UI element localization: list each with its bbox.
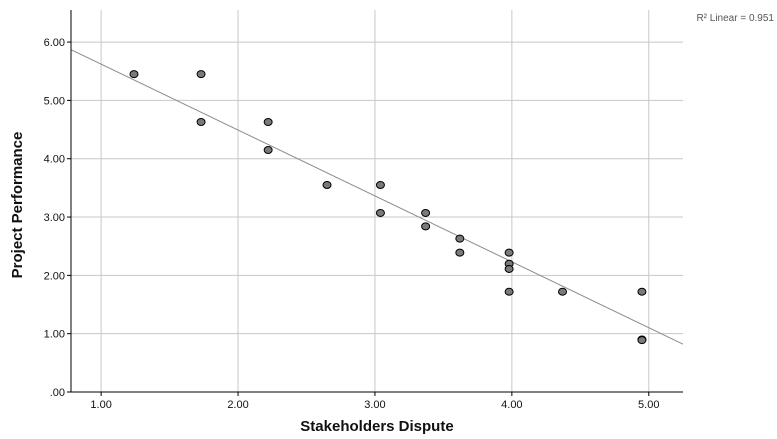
data-point — [322, 180, 332, 189]
data-point — [263, 117, 273, 126]
linear-fit-line — [70, 49, 684, 345]
data-points — [129, 70, 647, 345]
data-point — [375, 208, 385, 217]
y-tick-label: 6.00 — [44, 37, 65, 49]
data-point — [637, 287, 647, 296]
x-tick-label: 5.00 — [638, 399, 659, 411]
data-point — [504, 287, 514, 296]
y-tick-label: 1.00 — [44, 329, 65, 341]
y-tick-label: 3.00 — [44, 212, 65, 224]
x-tick-label: 1.00 — [90, 399, 111, 411]
x-tick-label: 2.00 — [227, 399, 248, 411]
data-point — [558, 287, 568, 296]
data-point — [421, 222, 431, 231]
fit-line-layer — [70, 49, 684, 345]
x-axis-title: Stakeholders Dispute — [300, 418, 453, 435]
data-point — [455, 234, 465, 243]
y-tick-label: 5.00 — [44, 95, 65, 107]
x-tick-label: 3.00 — [364, 399, 385, 411]
data-point — [196, 70, 206, 79]
data-point — [504, 264, 514, 273]
axes — [67, 10, 683, 396]
grid-lines — [71, 10, 683, 392]
y-tick-label: .00 — [50, 387, 65, 399]
y-axis-title: Project Performance — [9, 132, 26, 279]
data-point — [196, 117, 206, 126]
data-point — [129, 70, 139, 79]
data-point — [637, 336, 647, 345]
r-squared-annotation: R² Linear = 0.951 — [696, 13, 774, 24]
data-point — [504, 248, 514, 257]
tick-labels: 1.00 2.00 3.00 4.00 5.00 .00 1.00 2.00 3.00 4.00 5… — [44, 37, 660, 411]
data-point — [455, 248, 465, 257]
y-tick-label: 4.00 — [44, 154, 65, 166]
data-point — [375, 180, 385, 189]
x-tick-label: 4.00 — [501, 399, 522, 411]
data-point — [421, 208, 431, 217]
y-tick-label: 2.00 — [44, 270, 65, 282]
data-point — [263, 145, 273, 154]
